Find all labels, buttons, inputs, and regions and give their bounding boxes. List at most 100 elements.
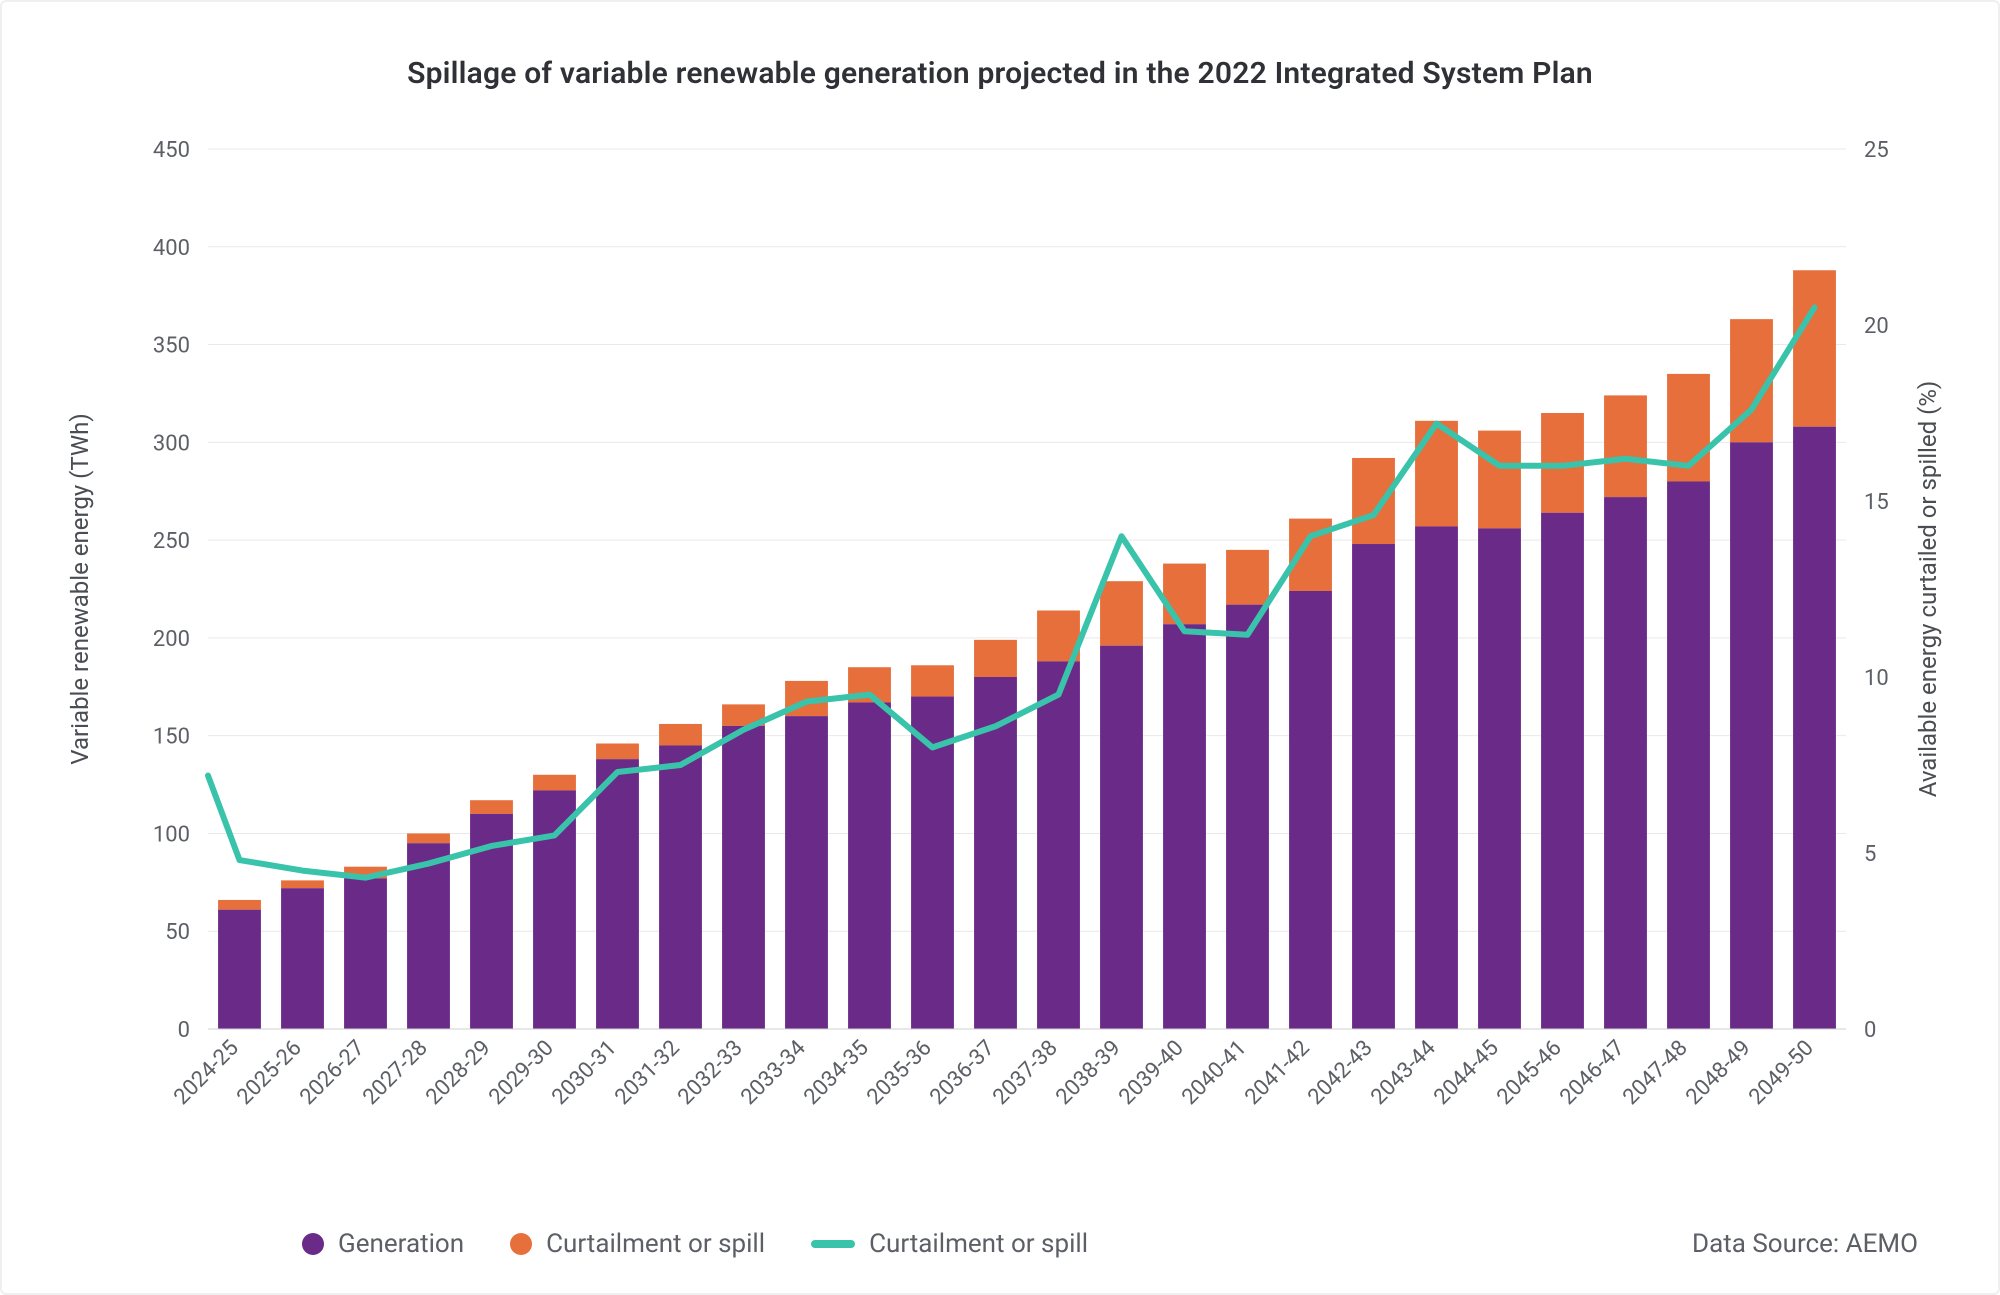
y-right-title: Available energy curtailed or spilled (%… — [1914, 381, 1942, 798]
bar-curtailment — [1478, 431, 1521, 529]
svg-text:2048-49: 2048-49 — [1681, 1036, 1755, 1110]
bar-generation — [1163, 624, 1206, 1029]
bar-generation — [1415, 526, 1458, 1029]
chart-frame: Spillage of variable renewable generatio… — [0, 0, 2000, 1295]
svg-text:5: 5 — [1864, 842, 1876, 867]
svg-text:2039-40: 2039-40 — [1114, 1036, 1188, 1110]
svg-text:150: 150 — [153, 725, 190, 750]
svg-text:25: 25 — [1864, 138, 1889, 163]
svg-text:0: 0 — [178, 1018, 190, 1043]
bar-curtailment — [911, 665, 954, 696]
bar-curtailment — [596, 743, 639, 759]
bar-generation — [407, 843, 450, 1029]
svg-text:2044-45: 2044-45 — [1429, 1036, 1503, 1110]
svg-text:15: 15 — [1864, 490, 1889, 515]
bar-curtailment — [470, 800, 513, 814]
bar-generation — [281, 888, 324, 1029]
bar-curtailment — [1793, 270, 1836, 426]
bar-generation — [1667, 481, 1710, 1029]
bar-curtailment — [218, 900, 261, 910]
svg-text:2036-37: 2036-37 — [925, 1036, 999, 1110]
legend-item: Curtailment or spill — [510, 1229, 765, 1259]
bar-curtailment — [659, 724, 702, 746]
svg-text:2047-48: 2047-48 — [1618, 1036, 1692, 1110]
legend-label: Curtailment or spill — [869, 1229, 1088, 1259]
bar-generation — [785, 716, 828, 1029]
svg-text:350: 350 — [153, 334, 190, 359]
svg-text:2040-41: 2040-41 — [1177, 1036, 1251, 1110]
bar-generation — [1793, 427, 1836, 1029]
legend-label: Curtailment or spill — [546, 1229, 765, 1259]
bar-generation — [344, 878, 387, 1029]
legend-swatch-line — [811, 1240, 855, 1248]
svg-text:2043-44: 2043-44 — [1366, 1036, 1440, 1110]
svg-text:2032-33: 2032-33 — [673, 1036, 747, 1110]
bar-generation — [533, 790, 576, 1029]
bar-curtailment — [1163, 564, 1206, 625]
svg-text:2031-32: 2031-32 — [610, 1036, 684, 1110]
svg-text:300: 300 — [153, 431, 190, 456]
bar-curtailment — [533, 775, 576, 791]
bar-curtailment — [281, 880, 324, 888]
svg-text:2033-34: 2033-34 — [736, 1036, 810, 1110]
bar-generation — [1226, 605, 1269, 1029]
bar-generation — [1478, 528, 1521, 1029]
legend-swatch-dot — [510, 1233, 532, 1255]
y-left-title: Variable renewable energy (TWh) — [66, 413, 94, 765]
bar-curtailment — [1226, 550, 1269, 605]
svg-text:10: 10 — [1864, 666, 1889, 691]
legend-item: Curtailment or spill — [811, 1229, 1088, 1259]
svg-text:2025-26: 2025-26 — [232, 1036, 306, 1110]
svg-text:2027-28: 2027-28 — [358, 1036, 432, 1110]
svg-text:2029-30: 2029-30 — [484, 1036, 558, 1110]
legend-item: Generation — [302, 1229, 464, 1259]
bar-generation — [1541, 513, 1584, 1029]
svg-text:2046-47: 2046-47 — [1555, 1036, 1629, 1110]
svg-text:200: 200 — [153, 627, 190, 652]
bar-generation — [848, 702, 891, 1029]
svg-text:2035-36: 2035-36 — [862, 1036, 936, 1110]
data-source-label: Data Source: AEMO — [1692, 1229, 1918, 1259]
bar-curtailment — [974, 640, 1017, 677]
svg-text:0: 0 — [1864, 1018, 1876, 1043]
bar-generation — [596, 759, 639, 1029]
chart-area: 0501001502002503003504004500510152025202… — [38, 109, 1962, 1179]
bar-generation — [1037, 661, 1080, 1029]
svg-text:2028-29: 2028-29 — [421, 1036, 495, 1110]
svg-text:250: 250 — [153, 529, 190, 554]
legend-label: Generation — [338, 1229, 464, 1259]
svg-text:100: 100 — [153, 822, 190, 847]
bar-generation — [1100, 646, 1143, 1029]
svg-text:2024-25: 2024-25 — [169, 1036, 243, 1110]
svg-text:2042-43: 2042-43 — [1303, 1036, 1377, 1110]
bars — [218, 270, 1836, 1029]
svg-text:2041-42: 2041-42 — [1240, 1036, 1314, 1110]
bar-generation — [218, 910, 261, 1029]
bar-curtailment — [1100, 581, 1143, 646]
bar-generation — [722, 726, 765, 1029]
gridlines — [208, 149, 1846, 1029]
svg-text:450: 450 — [153, 138, 190, 163]
y-left-axis: 0 50 100 150 200 250 300 350 400 450 — [153, 138, 190, 1043]
svg-text:50: 50 — [165, 920, 190, 945]
chart-svg: 0501001502002503003504004500510152025202… — [38, 109, 1966, 1179]
bar-generation — [1604, 497, 1647, 1029]
bar-generation — [1730, 442, 1773, 1029]
bar-generation — [1352, 544, 1395, 1029]
svg-text:2037-38: 2037-38 — [988, 1036, 1062, 1110]
svg-text:2030-31: 2030-31 — [547, 1036, 621, 1110]
x-axis: 2024-252025-262026-272027-282028-292029-… — [169, 1036, 1818, 1110]
bar-generation — [659, 745, 702, 1029]
svg-text:2038-39: 2038-39 — [1051, 1036, 1125, 1110]
bar-curtailment — [1604, 395, 1647, 497]
svg-text:2049-50: 2049-50 — [1744, 1036, 1818, 1110]
chart-title: Spillage of variable renewable generatio… — [38, 56, 1962, 91]
legend-swatch-dot — [302, 1233, 324, 1255]
bar-curtailment — [1352, 458, 1395, 544]
svg-text:400: 400 — [153, 236, 190, 261]
svg-text:2034-35: 2034-35 — [799, 1036, 873, 1110]
svg-text:2045-46: 2045-46 — [1492, 1036, 1566, 1110]
bar-generation — [1289, 591, 1332, 1029]
y-right-axis: 0510152025 — [1864, 138, 1889, 1043]
svg-text:2026-27: 2026-27 — [295, 1036, 369, 1110]
